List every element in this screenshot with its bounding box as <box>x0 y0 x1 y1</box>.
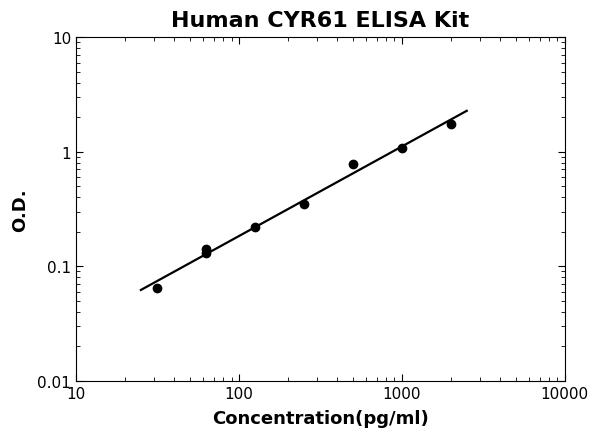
Point <box>446 121 456 128</box>
Point <box>250 224 260 231</box>
Point <box>152 284 161 291</box>
Title: Human CYR61 ELISA Kit: Human CYR61 ELISA Kit <box>172 11 470 31</box>
Point <box>201 247 211 254</box>
Point <box>299 201 308 208</box>
Point <box>201 250 211 257</box>
Point <box>397 145 407 152</box>
X-axis label: Concentration(pg/ml): Concentration(pg/ml) <box>212 409 429 427</box>
Point <box>348 161 358 168</box>
Y-axis label: O.D.: O.D. <box>11 188 29 231</box>
